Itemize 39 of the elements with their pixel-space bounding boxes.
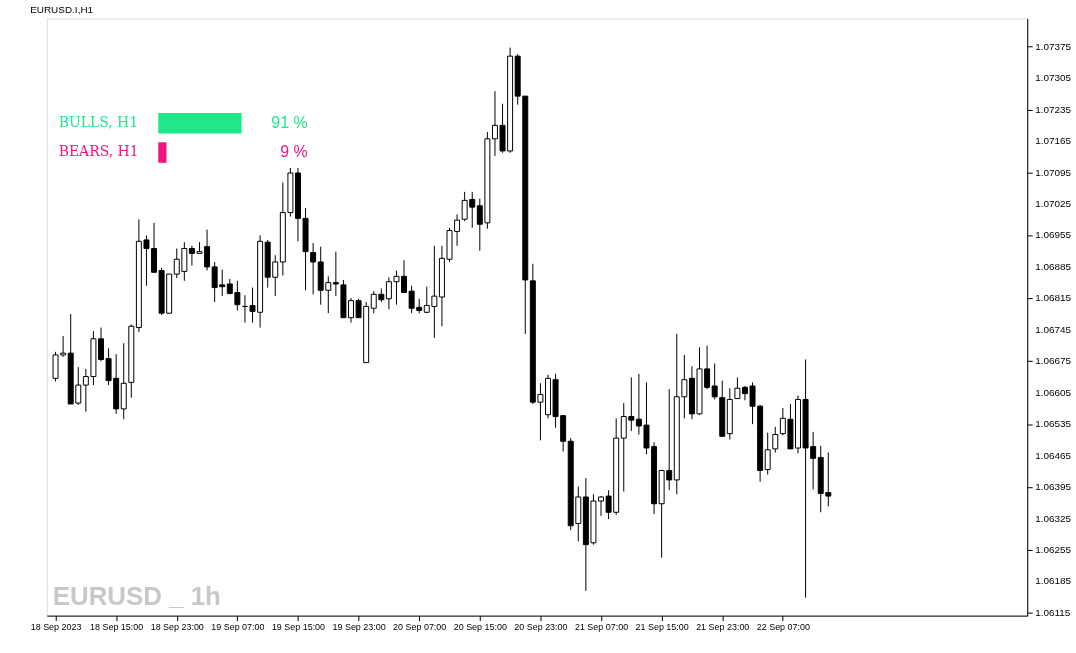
x-tick-label: 19 Sep 07:00: [211, 622, 265, 633]
y-tick-label: 1.07375: [1035, 40, 1072, 52]
y-tick-label: 1.06395: [1035, 481, 1072, 493]
y-tick-label: 1.06255: [1035, 544, 1072, 555]
y-tick-label: 1.06885: [1035, 260, 1072, 272]
y-tick-label: 1.06115: [1035, 606, 1071, 618]
x-tick-label: 19 Sep 15:00: [271, 622, 326, 633]
x-tick-label: 20 Sep 15:00: [453, 622, 507, 633]
y-tick-label: 1.06325: [1035, 512, 1072, 524]
x-tick-label: 20 Sep 07:00: [393, 622, 447, 633]
y-tick-label: 1.07095: [1035, 166, 1072, 178]
y-tick-label: 1.06815: [1035, 292, 1072, 304]
y-tick-label: 1.06465: [1035, 449, 1072, 461]
y-tick-label: BULLS, H1: [58, 114, 139, 131]
x-tick-label: 21 Sep 15:00: [635, 622, 689, 633]
chart-title: EURUSD.I,H1: [30, 4, 94, 16]
x-tick-label: 18 Sep 15:00: [90, 622, 144, 633]
x-tick-label: 21 Sep 07:00: [574, 622, 629, 633]
x-tick-label: 20 Sep 23:00: [514, 622, 568, 633]
x-tick-label: 22 Sep 07:00: [756, 622, 810, 633]
x-tick-label: 18 Sep 23:00: [150, 622, 204, 633]
y-tick-label: 1.06745: [1035, 323, 1072, 335]
data-label: 91 %: [271, 114, 308, 132]
data-label: 9 %: [280, 143, 308, 161]
candlestick: [711, 363, 718, 400]
y-tick-label: 1.06675: [1035, 355, 1072, 367]
candlestick: [310, 242, 317, 295]
y-tick-label: 1.06605: [1035, 386, 1072, 398]
x-tick-label: 18 Sep 2023: [30, 622, 82, 633]
y-tick-label: 1.06955: [1035, 229, 1072, 241]
y-tick-label: BEARS, H1: [58, 143, 139, 160]
y-tick-label: 1.06535: [1035, 418, 1072, 430]
y-tick-label: 1.07165: [1035, 135, 1072, 147]
y-tick-label: 1.06185: [1035, 575, 1072, 587]
y-tick-label: 1.07235: [1035, 103, 1072, 115]
y-tick-label: 1.07025: [1035, 197, 1072, 209]
y-tick-label: 1.07305: [1035, 72, 1072, 84]
x-tick-label: 21 Sep 23:00: [696, 622, 750, 633]
x-tick-label: 19 Sep 23:00: [332, 622, 386, 633]
